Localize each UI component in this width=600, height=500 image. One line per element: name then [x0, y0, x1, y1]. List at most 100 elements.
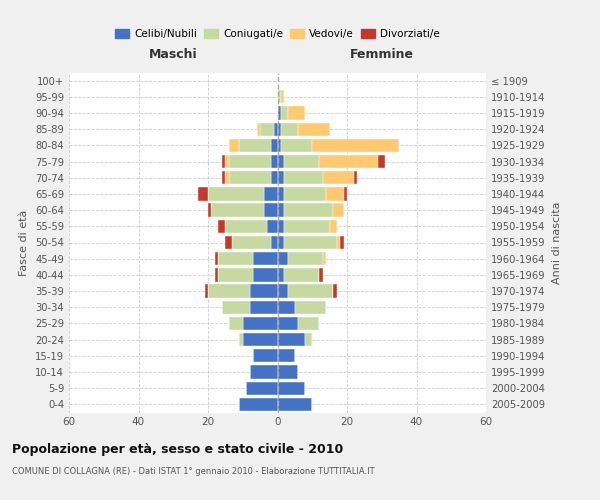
Bar — [281, 122, 298, 136]
Bar — [243, 333, 277, 346]
Bar — [277, 382, 305, 395]
Bar — [271, 155, 277, 168]
Bar — [319, 268, 323, 281]
Bar — [323, 252, 326, 266]
Bar — [267, 220, 277, 233]
Bar — [277, 349, 295, 362]
Bar — [281, 90, 284, 104]
Bar — [222, 171, 226, 184]
Bar — [208, 204, 211, 217]
Bar — [378, 155, 385, 168]
Bar — [271, 171, 277, 184]
Legend: Celibi/Nubili, Coniugati/e, Vedovi/e, Divorziati/e: Celibi/Nubili, Coniugati/e, Vedovi/e, Di… — [111, 25, 444, 44]
Bar — [271, 138, 277, 152]
Bar — [277, 300, 295, 314]
Bar — [263, 188, 277, 200]
Bar — [288, 284, 333, 298]
Bar — [205, 284, 208, 298]
Bar — [277, 204, 284, 217]
Bar — [239, 333, 243, 346]
Bar — [250, 284, 277, 298]
Bar — [288, 252, 323, 266]
Bar — [226, 171, 229, 184]
Bar — [218, 252, 253, 266]
Bar — [253, 252, 277, 266]
Text: Femmine: Femmine — [350, 48, 414, 61]
Bar — [246, 382, 277, 395]
Bar — [277, 268, 284, 281]
Bar — [298, 317, 319, 330]
Bar — [253, 268, 277, 281]
Bar — [340, 236, 344, 249]
Bar — [333, 284, 337, 298]
Bar — [277, 188, 284, 200]
Bar — [284, 155, 319, 168]
Bar — [215, 252, 218, 266]
Bar — [284, 171, 323, 184]
Bar — [277, 284, 288, 298]
Bar — [226, 155, 229, 168]
Bar — [229, 171, 271, 184]
Bar — [277, 138, 281, 152]
Bar — [284, 188, 326, 200]
Bar — [284, 268, 319, 281]
Bar — [277, 122, 281, 136]
Bar — [253, 349, 277, 362]
Bar — [295, 300, 326, 314]
Bar — [250, 366, 277, 378]
Bar — [277, 90, 281, 104]
Bar — [337, 236, 340, 249]
Bar — [239, 138, 271, 152]
Bar — [226, 220, 267, 233]
Bar — [323, 171, 354, 184]
Bar — [281, 106, 288, 120]
Bar — [277, 366, 298, 378]
Bar — [319, 155, 378, 168]
Bar — [329, 220, 337, 233]
Y-axis label: Anni di nascita: Anni di nascita — [553, 201, 562, 283]
Bar — [229, 138, 239, 152]
Text: Popolazione per età, sesso e stato civile - 2010: Popolazione per età, sesso e stato civil… — [12, 442, 343, 456]
Bar — [274, 122, 277, 136]
Bar — [284, 220, 329, 233]
Bar — [305, 333, 312, 346]
Y-axis label: Fasce di età: Fasce di età — [19, 210, 29, 276]
Bar — [250, 300, 277, 314]
Bar — [229, 155, 271, 168]
Bar — [208, 188, 263, 200]
Bar — [281, 138, 312, 152]
Bar — [277, 220, 284, 233]
Bar — [277, 333, 305, 346]
Bar — [333, 204, 344, 217]
Bar — [277, 106, 281, 120]
Bar — [284, 204, 333, 217]
Bar — [344, 188, 347, 200]
Bar — [326, 188, 344, 200]
Bar — [232, 236, 271, 249]
Bar — [211, 204, 263, 217]
Bar — [277, 252, 288, 266]
Bar — [229, 317, 243, 330]
Bar — [226, 236, 232, 249]
Bar — [263, 204, 277, 217]
Text: COMUNE DI COLLAGNA (RE) - Dati ISTAT 1° gennaio 2010 - Elaborazione TUTTITALIA.I: COMUNE DI COLLAGNA (RE) - Dati ISTAT 1° … — [12, 468, 374, 476]
Bar — [208, 284, 250, 298]
Bar — [312, 138, 399, 152]
Bar — [354, 171, 358, 184]
Bar — [277, 398, 312, 411]
Bar — [243, 317, 277, 330]
Text: Maschi: Maschi — [149, 48, 197, 61]
Bar — [271, 236, 277, 249]
Bar — [284, 236, 337, 249]
Bar — [222, 155, 226, 168]
Bar — [239, 398, 277, 411]
Bar — [257, 122, 260, 136]
Bar — [218, 220, 226, 233]
Bar — [222, 300, 250, 314]
Bar — [277, 171, 284, 184]
Bar — [277, 317, 298, 330]
Bar — [260, 122, 274, 136]
Bar — [218, 268, 253, 281]
Bar — [298, 122, 329, 136]
Bar — [277, 155, 284, 168]
